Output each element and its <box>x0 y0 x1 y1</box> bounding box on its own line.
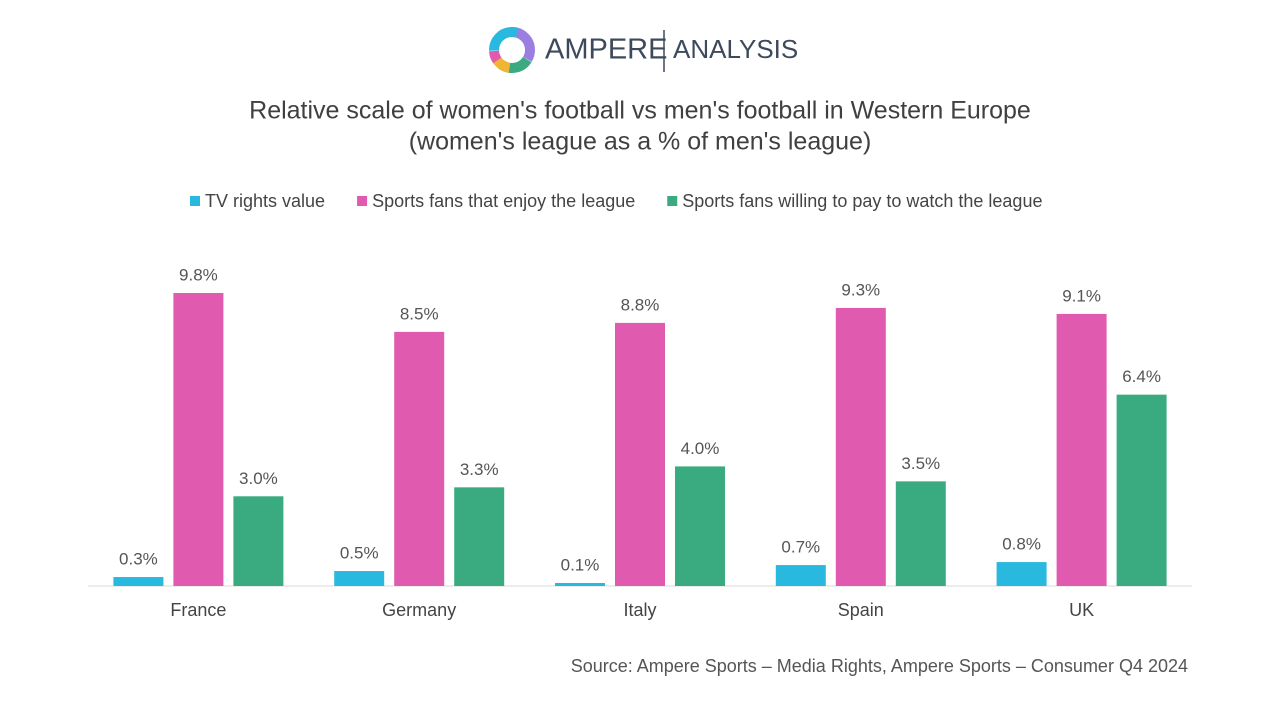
bar <box>775 565 826 586</box>
value-label: 9.8% <box>179 265 218 284</box>
legend-label: TV rights value <box>205 191 325 211</box>
bar <box>895 481 946 586</box>
x-tick-label: France <box>170 600 226 620</box>
bar <box>675 466 725 586</box>
logo-icon <box>489 26 535 73</box>
x-tick-label: Spain <box>838 600 884 620</box>
value-label: 3.5% <box>901 454 940 473</box>
bar <box>173 293 224 586</box>
legend-label: Sports fans willing to pay to watch the … <box>682 191 1042 211</box>
bar <box>835 307 886 586</box>
logo-secondary: ANALYSIS <box>673 34 798 64</box>
logo: AMPERE ANALYSIS <box>489 26 798 73</box>
value-label: 0.3% <box>119 550 158 569</box>
value-label: 0.8% <box>1002 535 1041 554</box>
legend-swatch <box>667 196 678 206</box>
bar <box>996 562 1047 586</box>
bar <box>454 487 505 586</box>
value-label: 9.1% <box>1062 286 1101 305</box>
value-label: 0.7% <box>781 538 820 557</box>
bar <box>233 496 284 586</box>
bar <box>113 577 164 586</box>
value-label: 8.5% <box>400 304 439 323</box>
value-label: 3.0% <box>239 469 278 488</box>
value-label: 0.5% <box>340 544 379 563</box>
legend-swatch <box>357 196 368 206</box>
bar <box>334 571 385 586</box>
value-label: 6.4% <box>1122 367 1161 386</box>
x-tick-label: Italy <box>623 600 656 620</box>
bar <box>555 583 605 586</box>
bar <box>1116 394 1167 586</box>
chart-subtitle: (women's league as a % of men's league) <box>409 128 872 156</box>
legend-label: Sports fans that enjoy the league <box>372 191 635 211</box>
bar <box>615 322 665 586</box>
value-label: 0.1% <box>561 555 600 574</box>
logo-primary: AMPERE <box>545 34 667 66</box>
value-label: 8.8% <box>621 295 660 314</box>
bar <box>1056 313 1107 586</box>
value-label: 4.0% <box>681 439 720 458</box>
value-label: 3.3% <box>460 460 499 479</box>
x-tick-label: Germany <box>382 600 456 620</box>
chart-title: Relative scale of women's football vs me… <box>249 97 1031 125</box>
bar <box>394 331 445 586</box>
legend-swatch <box>190 196 200 206</box>
value-label: 9.3% <box>841 280 880 299</box>
x-tick-label: UK <box>1069 600 1094 620</box>
source: Source: Ampere Sports – Media Rights, Am… <box>571 656 1188 676</box>
